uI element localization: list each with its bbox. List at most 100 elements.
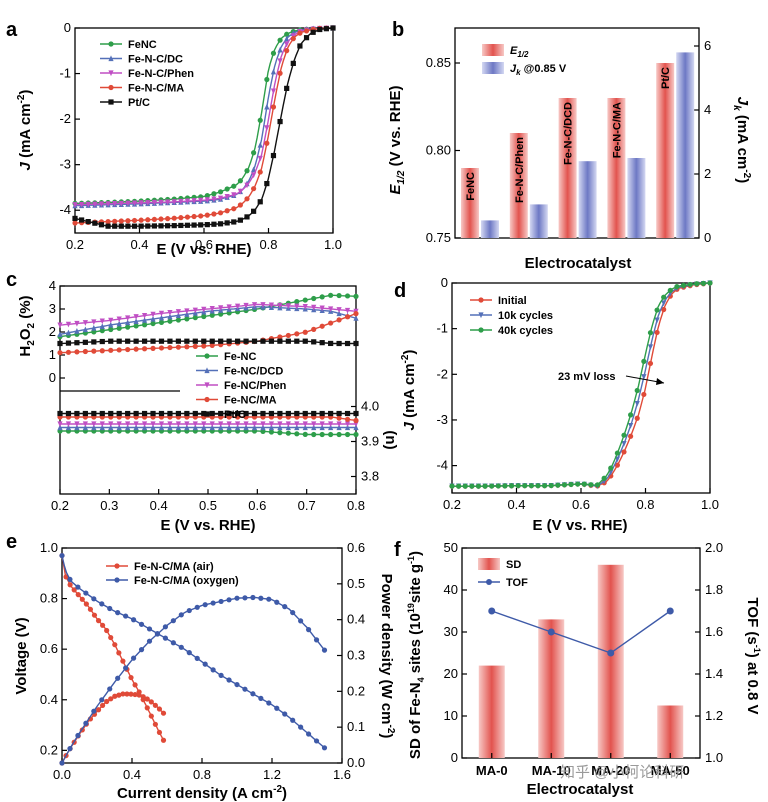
c-legend-marker	[204, 353, 210, 359]
d-legend-marker	[478, 312, 484, 319]
c-ytick-label: 2	[49, 324, 56, 339]
panel-a-letter: a	[6, 19, 18, 41]
a-series-point	[211, 191, 217, 197]
c-n-point	[243, 424, 249, 431]
d-series-point	[462, 483, 468, 489]
c-n-point	[353, 424, 359, 431]
c-ytick-label: 0	[49, 370, 56, 385]
c-right-ytick-label: 3.8	[361, 469, 379, 484]
e-voltage-point	[146, 626, 153, 632]
f-tof-line	[491, 610, 671, 654]
c-h2o2-point	[57, 331, 63, 337]
f-ytick-label: 30	[444, 624, 458, 639]
b-ytick-label: 0.85	[426, 55, 451, 70]
d-series-point	[667, 287, 673, 293]
panel-e-ylabel-right: Power density (W cm-2)	[378, 574, 396, 739]
e-right-ytick-label: 0.1	[347, 719, 365, 734]
c-h2o2-point	[158, 338, 165, 344]
c-legend-marker	[204, 411, 210, 417]
f-xtick-label: MA-0	[476, 763, 508, 778]
b-bar-jk	[578, 161, 597, 238]
legend-e12-sub: 1/2	[517, 50, 529, 59]
e-power-point	[59, 760, 65, 766]
d-series-point	[641, 358, 647, 364]
d-series-point	[528, 483, 534, 489]
c-h2o2-point	[141, 317, 148, 323]
panel-b-xlabel: Electrocatalyst	[525, 255, 632, 272]
c-h2o2-point	[336, 310, 342, 317]
e-voltage-point	[194, 655, 200, 661]
d-series-point	[661, 306, 667, 313]
c-n-point	[141, 421, 148, 428]
c-n-point	[175, 421, 181, 428]
a-series-point	[290, 36, 296, 42]
d-series-point	[588, 482, 594, 488]
legend-swatch-jk	[482, 62, 504, 74]
c-n-point	[328, 421, 334, 428]
c-n-point	[74, 424, 80, 431]
c-h2o2-point	[65, 340, 72, 346]
c-h2o2-point	[260, 338, 266, 344]
a-series-point	[184, 222, 191, 228]
c-legend-label: Fe-NC/DCD	[224, 366, 283, 378]
panel-c-ylabel-post: (%)	[17, 295, 34, 323]
d-series-point	[535, 483, 541, 489]
panel-b-yr-sub: k	[731, 105, 742, 111]
c-n-point	[344, 416, 351, 422]
a-series-line	[74, 27, 334, 207]
e-power-point	[154, 631, 161, 637]
b-bar-label: Fe-N-C/Phen	[514, 137, 526, 203]
c-n-point	[192, 424, 198, 431]
c-n-point	[125, 424, 131, 431]
c-h2o2-point	[167, 344, 173, 351]
c-n-point	[226, 424, 232, 431]
c-n-point	[226, 421, 232, 428]
a-series-point	[72, 220, 78, 226]
c-n-point	[125, 410, 131, 417]
e-power-point	[313, 637, 320, 643]
c-n-point	[243, 421, 249, 428]
c-h2o2-point	[336, 307, 342, 313]
panel-a-legend: FeNC Fe-N-C/DC Fe-N-C/Phen Fe-N-C/MA Pt/C	[100, 39, 194, 109]
panel-e-xlabel-sup: -2	[273, 784, 282, 795]
c-h2o2-point	[133, 314, 139, 320]
c-h2o2-point	[175, 312, 181, 319]
panel-f: f 0 10 20 30 40 50 1.0 1.2 1.4 1.6 1.8 2.0 MA-0 MA-1…	[394, 539, 762, 798]
c-h2o2-point	[125, 324, 131, 330]
a-series-point	[125, 200, 131, 207]
c-h2o2-point	[116, 347, 122, 353]
c-n-point	[336, 415, 342, 421]
a-series-point	[151, 223, 157, 229]
d-series-point	[647, 330, 654, 336]
c-xtick-label: 0.6	[248, 498, 266, 513]
panel-d-ylabel-unit: (mA cm	[401, 363, 418, 422]
c-h2o2-point	[294, 303, 300, 310]
c-n-point	[235, 410, 241, 417]
b-right-ytick-label: 2	[704, 166, 711, 181]
c-h2o2-point	[91, 339, 97, 345]
e-voltage-point	[59, 552, 65, 559]
a-series-point	[204, 222, 210, 228]
c-n-point	[91, 421, 97, 428]
panel-a-ylabel-unit: (mA cm	[17, 103, 34, 162]
c-n-point	[133, 410, 139, 417]
c-h2o2-point	[311, 339, 317, 345]
d-series-point	[634, 400, 640, 407]
c-n-point	[344, 410, 351, 417]
a-series-point	[171, 215, 177, 221]
d-series-point	[661, 300, 667, 307]
a-series-point	[138, 223, 144, 229]
e-power-point	[186, 607, 192, 614]
a-series-point	[284, 41, 290, 48]
e-voltage-point	[128, 674, 134, 681]
a-series-point	[178, 222, 184, 229]
a-series-point	[224, 220, 230, 226]
c-n-point	[158, 410, 165, 417]
c-h2o2-point	[184, 344, 190, 350]
c-h2o2-point	[328, 292, 334, 298]
f-tof-point	[607, 649, 615, 657]
c-h2o2-point	[184, 308, 190, 315]
c-h2o2-point	[108, 321, 114, 328]
f-xtick-label: MA-20	[591, 763, 630, 778]
e-voltage-point	[120, 658, 126, 664]
